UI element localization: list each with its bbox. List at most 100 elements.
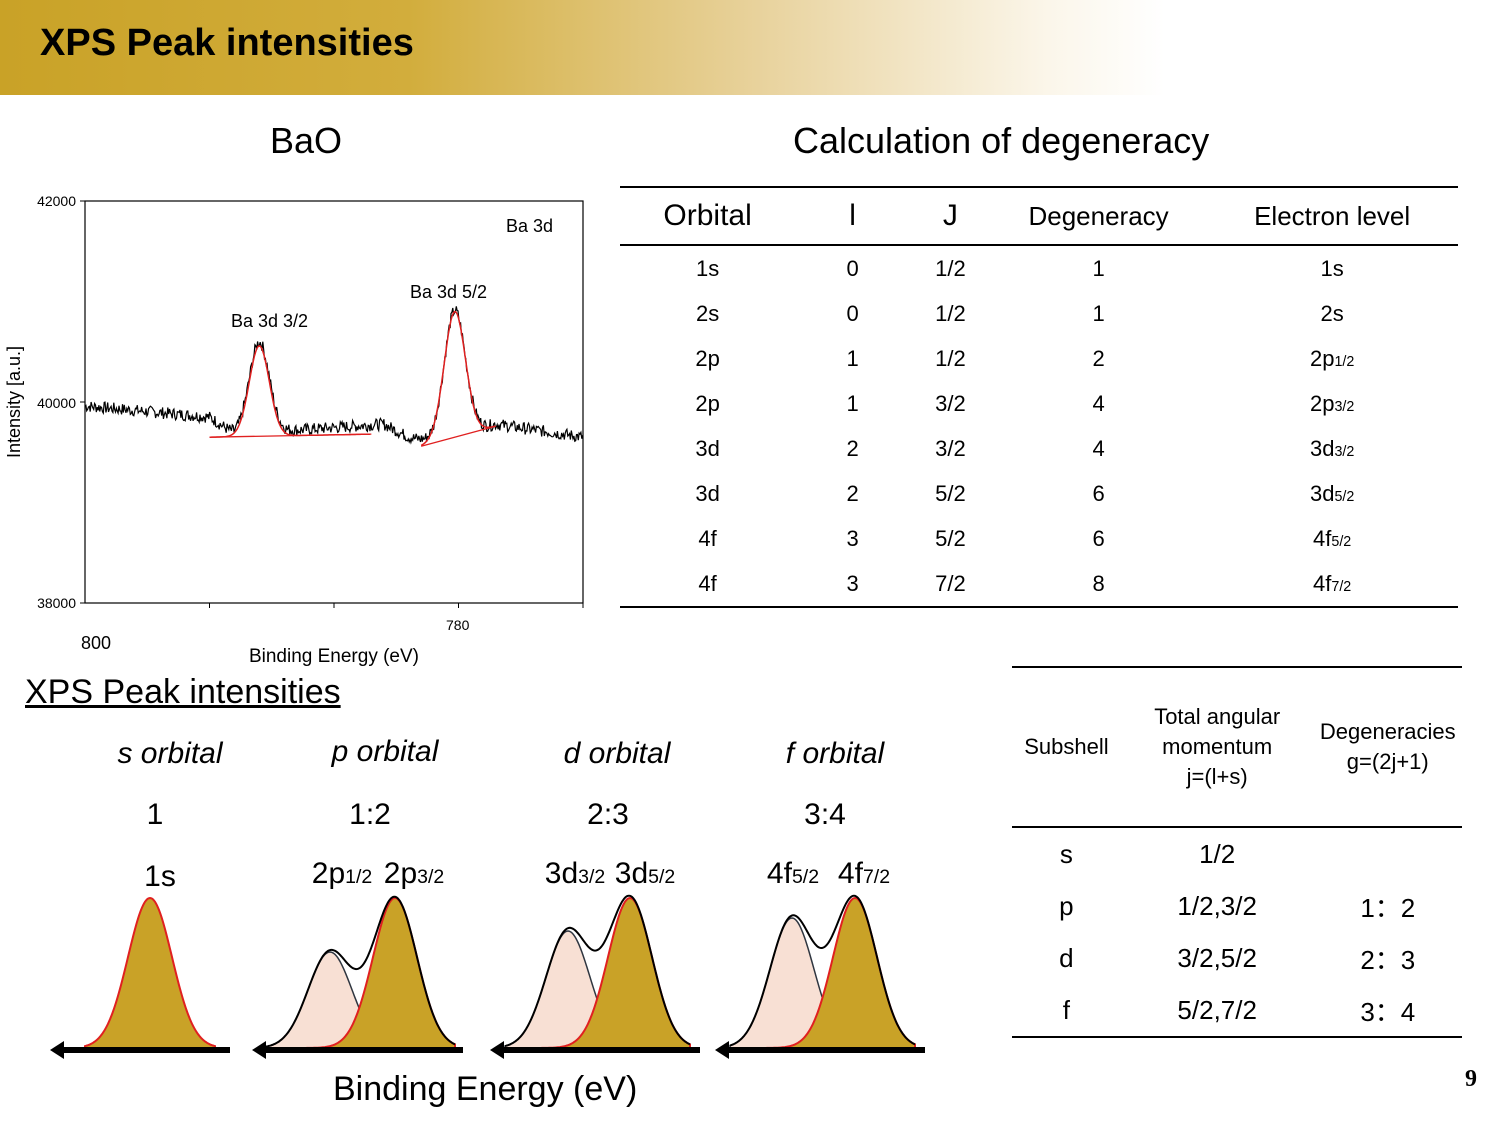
header-electron-level: Electron level [1206, 186, 1458, 246]
cell-l: 3 [795, 561, 910, 608]
orbital-peak-label: 4f5/2 [766, 857, 820, 890]
d-orbital-envelope [504, 894, 691, 1048]
cell-momentum: 1/2,3/2 [1177, 890, 1257, 921]
table-row: 1s 0 1/2 1 1s [620, 245, 1458, 291]
y-tick-label-42000: 42000 [37, 193, 76, 209]
orbital-ratio: 3:4 [804, 798, 846, 831]
cell-l: 0 [846, 255, 859, 281]
header-degeneracy: Degeneracy [990, 186, 1207, 246]
cell-electron-level: 4f7/2 [1206, 561, 1458, 608]
cell-orbital: 4f [698, 525, 717, 551]
header-degeneracies-line: g=(2j+1) [1346, 749, 1429, 774]
y-axis-label: Intensity [a.u.] [4, 346, 24, 458]
header-degeneracies-line: Degeneracies [1319, 719, 1456, 744]
cell-j: 1/2 [935, 300, 966, 326]
cell-electron-level: 1s [1320, 255, 1344, 281]
cell-j: 5/2 [935, 480, 966, 506]
subshell-table: Subshell Total angular momentum j=(l+s) … [1012, 666, 1462, 1038]
arrow-head-icon [715, 1041, 729, 1059]
table-row: p 1/2,3/2 1：2 [1012, 880, 1462, 932]
degeneracy-heading: Calculation of degeneracy [793, 120, 1210, 161]
cell-degeneracies [1314, 827, 1462, 880]
cell-orbital: 2s [695, 300, 720, 326]
cell-electron-level: 2s [1320, 300, 1344, 326]
cell-l: 1 [846, 390, 859, 416]
cell-orbital: 3d [695, 480, 720, 506]
orbital-peak-label: 3d5/2 [614, 857, 676, 890]
peak-label-3d52: Ba 3d 5/2 [410, 282, 487, 302]
cell-degeneracies: 1：2 [1360, 892, 1416, 923]
table-row: 4f 3 7/2 8 4f7/2 [620, 561, 1458, 608]
orbital-title: p orbital [331, 735, 439, 768]
table-row: d 3/2,5/2 2：3 [1012, 932, 1462, 984]
xps-chart: Ba 3d Ba 3d 3/2 Ba 3d 5/2 800 780 42000 … [4, 193, 584, 667]
page-number: 9 [1465, 1066, 1477, 1092]
cell-subshell: s [1059, 838, 1073, 869]
degeneracy-table: Orbital l J Degeneracy Electron level 1s… [620, 186, 1458, 608]
table-row: 3d 2 5/2 6 3d5/2 [620, 471, 1458, 516]
peak-section-heading: XPS Peak intensities [25, 673, 341, 711]
table-row: 3d 2 3/2 4 3d3/2 [620, 426, 1458, 471]
table-row: s 1/2 [1012, 827, 1462, 880]
plot-frame [84, 200, 584, 604]
table-row: 2p 1 1/2 2 2p1/2 [620, 336, 1458, 381]
cell-orbital: 2p [695, 390, 720, 416]
cell-l: 3 [846, 525, 859, 551]
cell-degeneracy: 2 [1092, 345, 1105, 371]
header-degeneracies: Degeneracies g=(2j+1) [1313, 666, 1462, 828]
cell-l: 1 [846, 345, 859, 371]
header-bar [0, 0, 1165, 95]
table-header-row: Subshell Total angular momentum j=(l+s) … [1012, 666, 1462, 828]
chart-plot-area [84, 306, 584, 447]
table-row: f 5/2,7/2 3：4 [1012, 984, 1462, 1038]
x-axis-label: Binding Energy (eV) [249, 646, 419, 667]
x-tick-label-780: 780 [446, 617, 470, 633]
header-momentum-line: momentum [1162, 734, 1273, 759]
cell-orbital: 3d [695, 435, 720, 461]
slide-title: XPS Peak intensities [40, 22, 414, 64]
chart-heading: BaO [270, 120, 343, 161]
cell-j: 5/2 [935, 525, 966, 551]
x-tick-label-800: 800 [81, 633, 111, 653]
orbital-title: s orbital [117, 737, 223, 770]
header-subshell: Subshell [1012, 666, 1121, 828]
cell-electron-level: 2p3/2 [1309, 390, 1355, 416]
cell-orbital: 4f [620, 561, 796, 608]
header-orbital: Orbital [620, 186, 796, 246]
header-momentum-line: j=(l+s) [1186, 764, 1248, 789]
cell-degeneracies: 2：3 [1360, 944, 1416, 975]
table-row: 2p 1 3/2 4 2p3/2 [620, 381, 1458, 426]
spectrum-line [84, 306, 584, 445]
table-header-row: Orbital l J Degeneracy Electron level [620, 186, 1458, 246]
fit-peak-3d32-baseline [209, 433, 372, 438]
arrow-head-icon [490, 1041, 504, 1059]
cell-orbital: 1s [695, 255, 720, 281]
cell-l: 2 [846, 480, 859, 506]
orbital-ratio: 1 [146, 798, 164, 831]
orbital-ratio: 2:3 [587, 798, 629, 831]
header-l: l [795, 186, 910, 246]
orbital-peak-label: 1s [144, 860, 176, 893]
binding-energy-label: Binding Energy (eV) [333, 1070, 638, 1108]
cell-j: 3/2 [935, 435, 966, 461]
arrow-head-icon [50, 1041, 64, 1059]
cell-subshell: f [1012, 984, 1121, 1038]
orbital-ratio: 1:2 [349, 798, 391, 831]
cell-degeneracy: 4 [1092, 390, 1105, 416]
cell-l: 0 [846, 300, 859, 326]
cell-momentum: 3/2,5/2 [1177, 942, 1257, 973]
orbital-peak-label: 2p1/2 [311, 857, 373, 890]
y-tick-label-38000: 38000 [37, 595, 76, 611]
header-momentum: Total angular momentum j=(l+s) [1120, 666, 1314, 828]
cell-subshell: p [1059, 890, 1074, 921]
header-momentum-line: Total angular [1154, 704, 1281, 729]
cell-electron-level: 4f5/2 [1313, 525, 1352, 551]
cell-electron-level: 3d5/2 [1309, 480, 1355, 506]
orbital-peak-label: 3d3/2 [544, 857, 606, 890]
f-orbital-envelope [729, 894, 916, 1047]
chart-annotation: Ba 3d [506, 216, 553, 236]
cell-electron-level: 2p1/2 [1309, 345, 1355, 371]
arrow-head-icon [252, 1041, 266, 1059]
fit-peak-3d52 [420, 310, 495, 447]
cell-momentum: 5/2,7/2 [1120, 984, 1314, 1038]
